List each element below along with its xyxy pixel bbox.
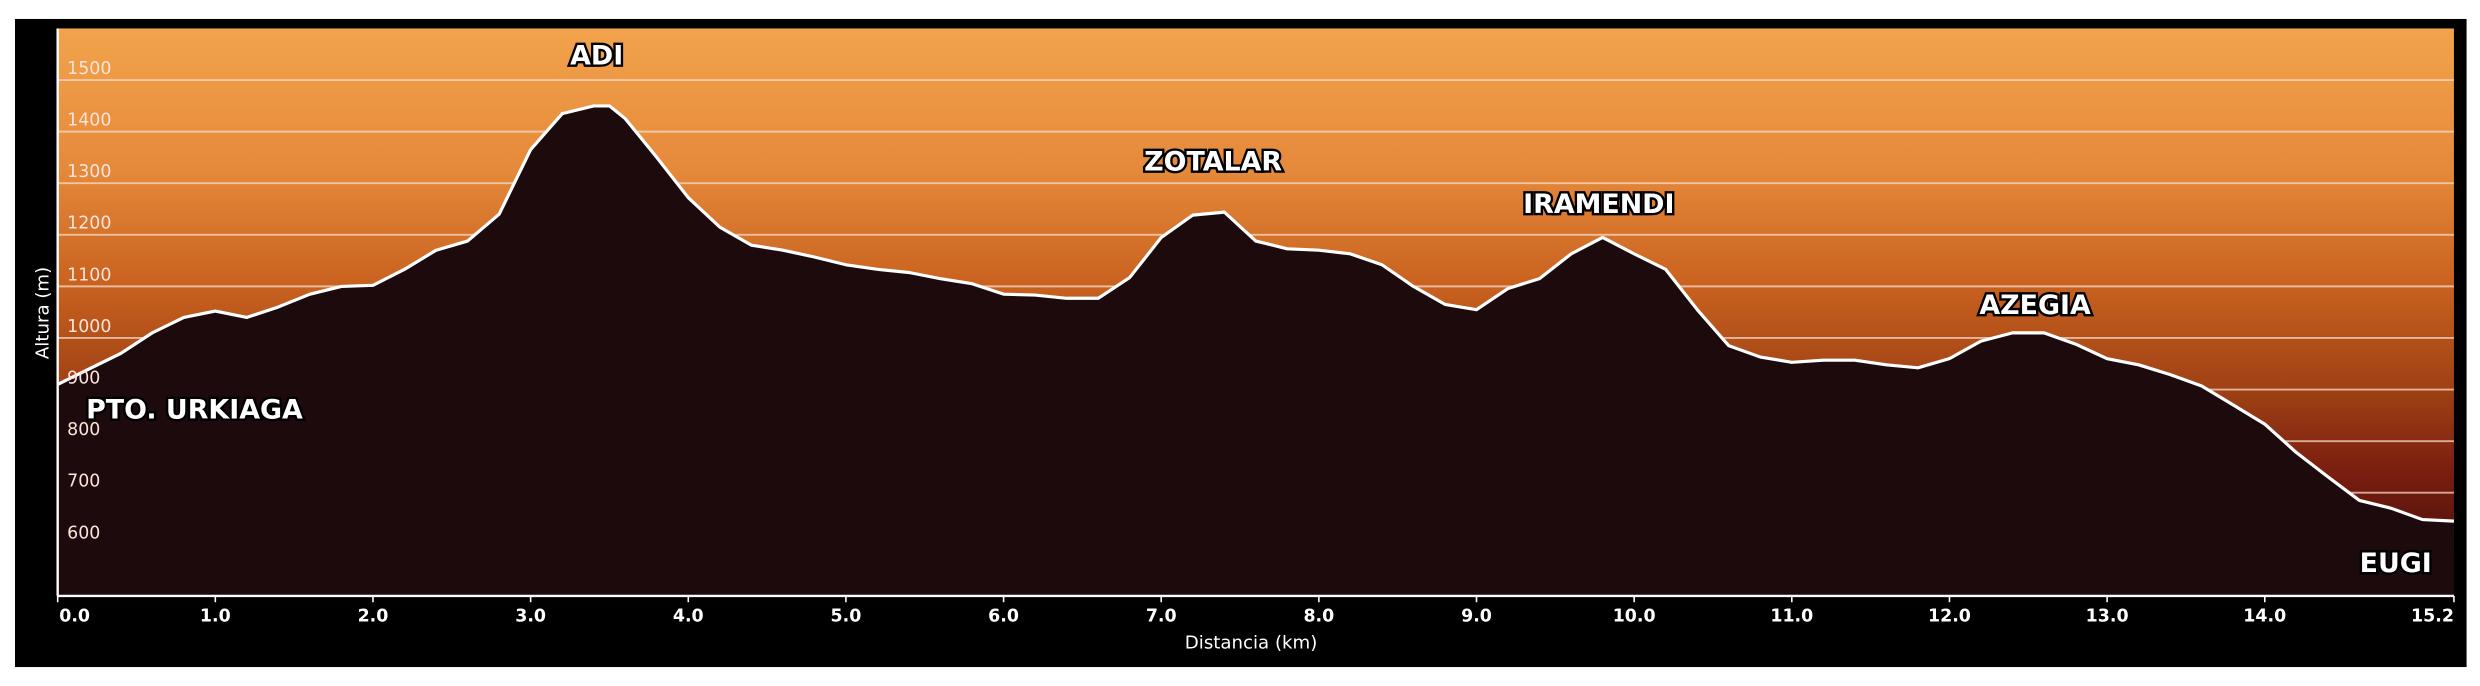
x-tick-label: 14.0 (2243, 606, 2286, 626)
x-tick-label: 4.0 (673, 606, 704, 626)
y-tick-label: 1200 (67, 214, 111, 234)
peak-label: ZOTALAR (1144, 146, 1282, 177)
x-tick-label: 5.0 (831, 606, 862, 626)
y-tick-label: 800 (67, 420, 100, 440)
x-tick-label: 6.0 (988, 606, 1019, 626)
peak-label: AZEGIA (1979, 290, 2091, 321)
x-tick-label: 1.0 (200, 606, 231, 626)
x-tick-label: 12.0 (1928, 606, 1971, 626)
y-tick-label: 600 (67, 523, 100, 543)
x-tick-label: 9.0 (1461, 606, 1492, 626)
x-tick-label: 13.0 (2086, 606, 2129, 626)
x-tick-label: 11.0 (1770, 606, 1813, 626)
y-axis-title: Altura (m) (32, 267, 53, 359)
area-fill (57, 105, 2454, 596)
y-tick-label: 1500 (67, 59, 111, 79)
x-axis-title: Distancia (km) (1185, 632, 1318, 653)
x-tick-label: 7.0 (1146, 606, 1177, 626)
x-tick-label: 0.0 (59, 606, 90, 626)
x-tick-label: 8.0 (1303, 606, 1334, 626)
y-tick-label: 1000 (67, 317, 111, 337)
elevation-line (56, 104, 2455, 523)
x-tick-label: 10.0 (1613, 606, 1656, 626)
x-tick-label: 15.2 (2411, 606, 2454, 626)
y-tick-label: 1100 (67, 265, 111, 285)
y-tick-label: 1300 (67, 162, 111, 182)
peak-label: PTO. URKIAGA (86, 394, 303, 425)
y-tick-label: 700 (67, 472, 100, 492)
marks (56, 104, 2455, 596)
y-tick-label: 1400 (67, 111, 111, 131)
peak-label: EUGI (2360, 548, 2432, 579)
y-tick-label: 900 (67, 368, 100, 388)
x-tick-label: 2.0 (358, 606, 389, 626)
peak-label: ADI (570, 40, 623, 71)
labels: 600 700 800 900 1000 1100 1200 1300 1400 1500 0.0 1… (56, 28, 2455, 626)
x-tick-label: 3.0 (515, 606, 546, 626)
peak-label: IRAMENDI (1523, 189, 1674, 220)
